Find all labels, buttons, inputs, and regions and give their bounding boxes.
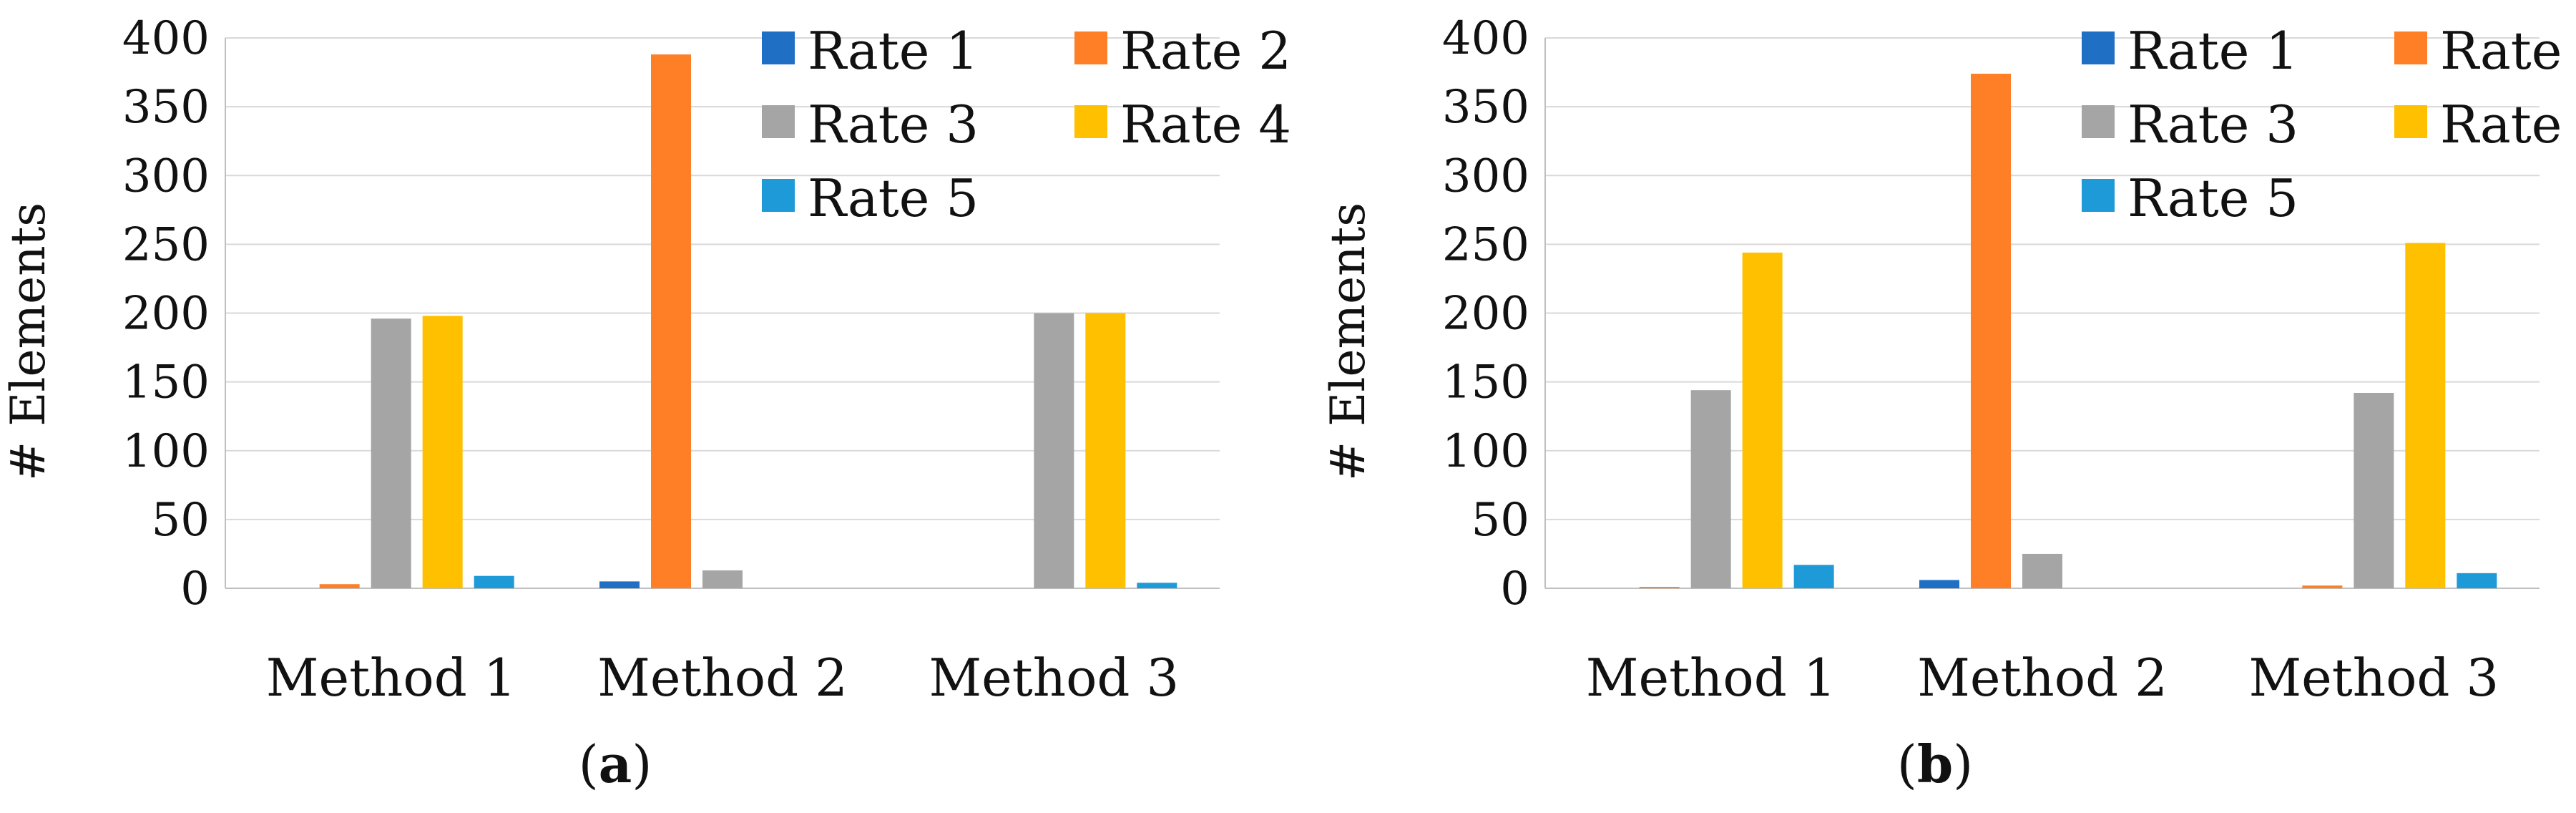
bar-rate-3-0 <box>371 318 411 588</box>
bar-rate-4-2 <box>2405 243 2446 588</box>
y-tick-label: 50 <box>152 494 210 547</box>
bar-rate-3-2 <box>2354 393 2394 588</box>
y-tick-label: 250 <box>122 218 210 271</box>
legend-label: Rate 5 <box>2127 168 2298 228</box>
legend-label: Rate 1 <box>2127 21 2298 81</box>
caption-close-paren: ) <box>1953 734 1973 794</box>
legend-swatch <box>2082 179 2115 212</box>
bar-rate-3-2 <box>1034 313 1074 588</box>
y-tick-label: 150 <box>122 356 210 409</box>
bar-rate-2-1 <box>1971 73 2011 589</box>
x-category-label: Method 1 <box>266 648 516 708</box>
caption-open-paren: ( <box>579 734 599 794</box>
bar-rate-5-0 <box>1793 565 1834 588</box>
legend-label: Rate 2 <box>2440 21 2576 81</box>
legend-label: Rate 1 <box>808 21 979 81</box>
chart-panel-a: 0 50 100 150 200 250 300 350 400 # Elements Method… <box>1 12 1291 794</box>
x-category-label: Method 3 <box>929 648 1179 708</box>
legend-swatch <box>762 31 795 64</box>
y-tick-label: 0 <box>180 563 210 615</box>
x-category-label: Method 1 <box>1586 648 1836 708</box>
y-tick-label: 200 <box>1442 288 1529 341</box>
legend-swatch <box>2394 105 2427 138</box>
bar-rate-5-2 <box>1137 583 1177 588</box>
y-tick-label: 0 <box>1500 563 1529 615</box>
legend-label: Rate 4 <box>2440 94 2576 155</box>
caption-letter: a <box>599 734 632 794</box>
bar-rate-2-0 <box>1639 587 1680 588</box>
bar-rate-2-0 <box>319 584 360 588</box>
y-axis-label: # Elements <box>1 203 56 481</box>
x-category-label: Method 3 <box>2248 648 2499 708</box>
y-tick-label: 350 <box>1442 81 1529 134</box>
legend-swatch <box>2082 105 2115 138</box>
bar-rate-1-1 <box>1919 580 1959 588</box>
y-tick-label: 250 <box>1442 218 1529 271</box>
legend-label: Rate 4 <box>1120 94 1291 155</box>
caption-letter: b <box>1917 734 1953 794</box>
panel-caption: (a) <box>579 734 652 794</box>
y-tick-label: 50 <box>1471 494 1529 547</box>
legend-label: Rate 3 <box>2127 94 2298 155</box>
legend-swatch <box>762 105 795 138</box>
bar-rate-3-0 <box>1690 390 1731 588</box>
bar-rate-5-0 <box>474 575 514 588</box>
legend-swatch <box>762 179 795 212</box>
y-tick-label: 100 <box>122 425 210 478</box>
y-tick-label: 300 <box>1442 150 1529 203</box>
legend-swatch <box>1074 105 1107 138</box>
y-axis-label: # Elements <box>1321 203 1376 481</box>
legend-label: Rate 3 <box>808 94 979 155</box>
y-tick-label: 350 <box>122 81 210 134</box>
chart-panel-b: 0 50 100 150 200 250 300 350 400 # Elements Method… <box>1321 12 2576 794</box>
y-tick-label: 150 <box>1442 356 1529 409</box>
panel-caption: (b) <box>1897 734 1974 794</box>
caption-open-paren: ( <box>1897 734 1917 794</box>
legend-label: Rate 5 <box>808 168 979 228</box>
bar-rate-5-2 <box>2457 573 2497 588</box>
y-tick-label: 400 <box>1442 12 1529 65</box>
x-category-label: Method 2 <box>1917 648 2168 708</box>
y-tick-label: 200 <box>122 288 210 341</box>
legend-label: Rate 2 <box>1120 21 1291 81</box>
bar-rate-1-1 <box>599 581 640 588</box>
legend-swatch <box>1074 31 1107 64</box>
bar-rate-4-0 <box>1742 252 1783 588</box>
y-tick-label: 300 <box>122 150 210 203</box>
legend-swatch <box>2082 31 2115 64</box>
bar-rate-4-0 <box>422 316 463 588</box>
bar-rate-2-2 <box>2302 585 2343 588</box>
bar-rate-3-1 <box>702 570 743 588</box>
legend-swatch <box>2394 31 2427 64</box>
bar-rate-4-2 <box>1085 313 1126 588</box>
bar-rate-2-1 <box>651 54 691 588</box>
y-tick-label: 400 <box>122 12 210 65</box>
caption-close-paren: ) <box>632 734 652 794</box>
y-tick-label: 100 <box>1442 425 1529 478</box>
bar-rate-3-1 <box>2022 553 2062 588</box>
x-category-label: Method 2 <box>597 648 848 708</box>
